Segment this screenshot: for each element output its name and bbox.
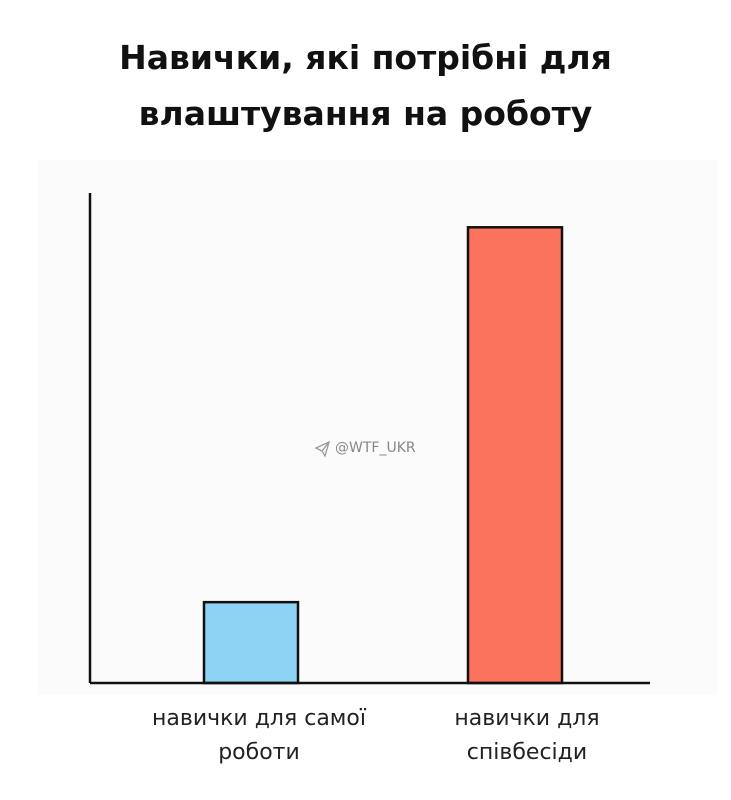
- x-tick-label: навички для співбесіди: [454, 706, 600, 765]
- bar: [202, 600, 300, 685]
- watermark: @WTF_UKR: [335, 440, 416, 456]
- chart-panel: [38, 160, 718, 695]
- x-tick-label: навички для самої роботи: [152, 706, 366, 765]
- watermark-icon: [314, 440, 331, 458]
- chart-title: Навички, які потрібні для влаштування на…: [119, 38, 612, 133]
- bar: [466, 226, 564, 685]
